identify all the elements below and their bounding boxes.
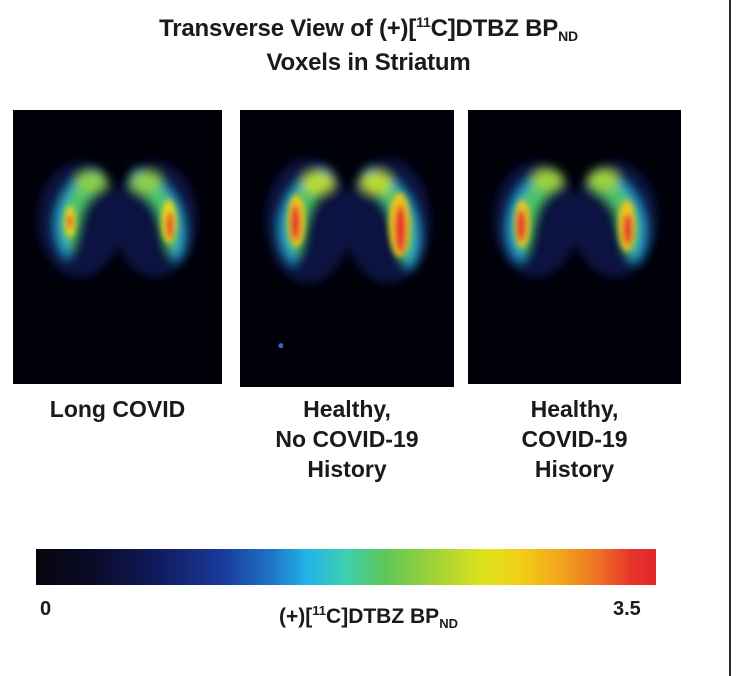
- title-subscript: ND: [558, 28, 578, 44]
- pet-scan-healthy-no-covid: [240, 110, 454, 387]
- colorbar-title-subscript: ND: [439, 616, 458, 631]
- caption-line: History: [307, 456, 387, 482]
- colorbar: [36, 549, 656, 585]
- pet-image-long-covid: [13, 110, 222, 384]
- caption-healthy-covid: Healthy, COVID-19 History: [468, 394, 681, 484]
- caption-line: No COVID-19: [275, 426, 419, 452]
- pet-image-healthy-no-covid: [240, 110, 454, 387]
- title-line-1: Transverse View of (+)[11C]DTBZ BPND: [0, 12, 737, 46]
- caption-line: COVID-19: [521, 426, 628, 452]
- title-superscript: 11: [416, 14, 431, 30]
- caption-line: Healthy,: [530, 396, 619, 422]
- right-border-rule: [729, 0, 731, 676]
- colorbar-title: (+)[11C]DTBZ BPND: [0, 603, 737, 631]
- title-line-2: Voxels in Striatum: [266, 49, 471, 76]
- colorbar-title-a: (+)[: [279, 605, 313, 628]
- caption-line: Healthy,: [303, 396, 391, 422]
- colorbar-max-label: 3.5: [613, 598, 641, 620]
- pet-scan-healthy-covid: [468, 110, 681, 384]
- title-text-a: Transverse View of (+)[: [159, 15, 417, 42]
- caption-long-covid: Long COVID: [13, 394, 222, 424]
- figure-title: Transverse View of (+)[11C]DTBZ BPND Vox…: [0, 12, 737, 80]
- colorbar-title-b: C]DTBZ BP: [326, 605, 440, 628]
- colorbar-title-superscript: 11: [312, 603, 327, 618]
- caption-line: Long COVID: [49, 396, 186, 422]
- caption-line: History: [534, 456, 615, 482]
- pet-image-healthy-covid: [468, 110, 681, 384]
- caption-healthy-no-covid: Healthy, No COVID-19 History: [240, 394, 454, 484]
- pet-scan-long-covid: [13, 110, 222, 384]
- title-text-b: C]DTBZ BP: [430, 15, 559, 42]
- colorbar-min-label: 0: [40, 598, 52, 620]
